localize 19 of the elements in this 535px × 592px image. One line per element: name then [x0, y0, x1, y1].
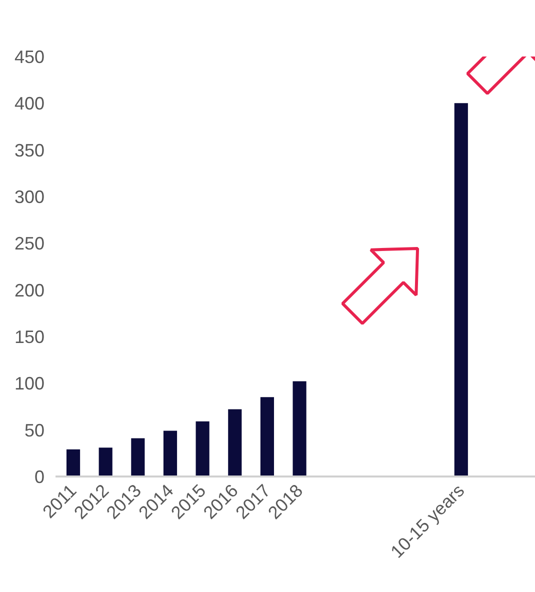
y-tick-label: 250 — [14, 234, 45, 254]
bar — [292, 381, 306, 476]
y-tick-label: 400 — [14, 94, 45, 114]
y-tick-label: 100 — [14, 374, 45, 394]
y-tick-label: 50 — [24, 420, 45, 440]
y-tick-label: 350 — [14, 140, 45, 160]
bar — [131, 438, 145, 476]
bar — [260, 397, 274, 476]
bar — [163, 430, 178, 476]
y-tick-label: 150 — [14, 327, 45, 347]
bar — [454, 103, 468, 476]
bar — [98, 448, 112, 476]
bar — [228, 409, 242, 476]
y-tick-label: 0 — [34, 467, 45, 487]
y-tick-label: 450 — [14, 47, 45, 67]
bar — [66, 449, 80, 476]
y-tick-label: 200 — [14, 280, 45, 300]
bar — [196, 421, 210, 476]
y-tick-label: 300 — [14, 187, 45, 207]
